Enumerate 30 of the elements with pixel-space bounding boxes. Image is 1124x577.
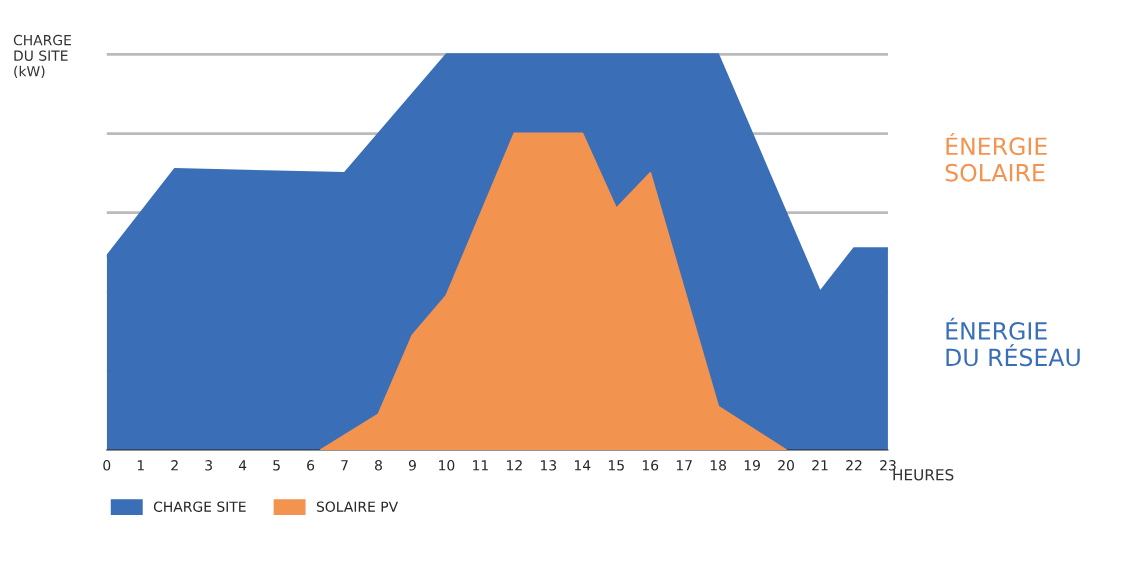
x-tick-label: 2 [171, 460, 178, 471]
x-tick-label: 17 [676, 460, 692, 471]
x-tick-label: 5 [273, 460, 280, 471]
x-tick-label: 15 [608, 460, 624, 471]
x-tick-label: 19 [744, 460, 760, 471]
x-tick-label: 14 [574, 460, 591, 471]
x-tick-label: 22 [846, 460, 862, 471]
x-tick-label: 20 [778, 460, 794, 471]
legend-label: CHARGE SITE [153, 501, 246, 512]
x-tick-label: 9 [408, 460, 416, 471]
x-tick-label: 7 [341, 460, 348, 471]
x-tick-label: 12 [507, 460, 522, 471]
x-tick-label: 23 [880, 460, 896, 471]
text: ÉNERGIE DU RÉSEAU [946, 317, 1080, 367]
x-tick-label: 18 [710, 460, 727, 471]
x-tick-label: 4 [238, 460, 247, 471]
x-tick-label: 3 [205, 460, 212, 471]
x-tick-label: 16 [642, 460, 659, 471]
y-axis-title: CHARGE DU SITE (kW) [13, 34, 71, 79]
x-tick-label: 1 [137, 460, 144, 471]
x-tick-label: 13 [541, 460, 557, 471]
x-tick-label: 21 [812, 460, 828, 471]
x-tick-label: 11 [473, 460, 488, 471]
x-tick-label: 0 [103, 460, 111, 471]
legend-label: SOLAIRE PV [316, 501, 398, 512]
x-tick-label: 6 [307, 460, 315, 471]
x-tick-label: 10 [439, 460, 455, 471]
text: ÉNERGIE SOLAIRE [945, 133, 1047, 182]
x-tick-label: 8 [375, 460, 382, 471]
x-axis-title: HEURES [893, 469, 954, 481]
